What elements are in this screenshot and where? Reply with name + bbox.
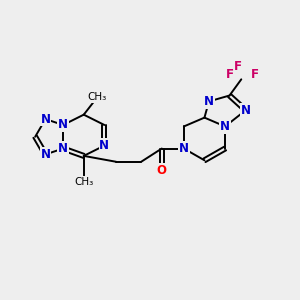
Text: N: N [220, 120, 230, 133]
Text: N: N [40, 148, 50, 161]
Text: F: F [226, 68, 233, 81]
Text: CH₃: CH₃ [74, 177, 93, 187]
Text: CH₃: CH₃ [87, 92, 106, 102]
Text: N: N [241, 104, 251, 117]
Text: N: N [179, 142, 189, 155]
Text: N: N [204, 95, 214, 108]
Text: O: O [157, 164, 167, 177]
Text: N: N [99, 139, 110, 152]
Text: N: N [40, 112, 50, 126]
Text: N: N [58, 118, 68, 131]
Text: N: N [58, 142, 68, 155]
Text: F: F [234, 60, 242, 73]
Text: F: F [250, 68, 259, 81]
